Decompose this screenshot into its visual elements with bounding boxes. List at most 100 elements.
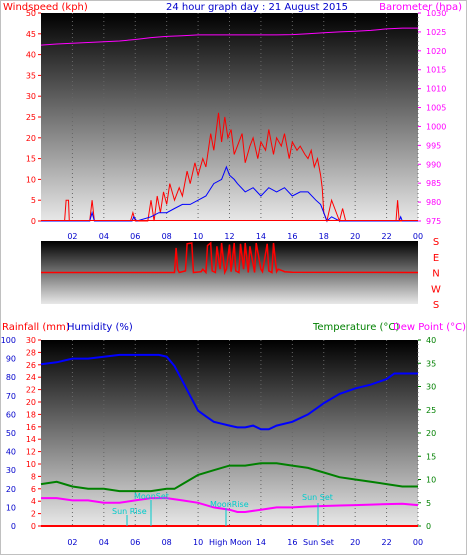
wind-x-tick-label: 08 [162,232,172,241]
direction-series-layer [41,241,419,276]
humidity-tick-label: 20 [6,485,16,494]
barometer-line [40,27,418,46]
wind-direction-line [41,241,419,276]
temp-x-tick-label: 22 [381,538,391,547]
humidity-tick-label: 80 [6,373,16,382]
humidity-line [40,353,418,431]
temperature-tick-label: 20 [426,429,436,438]
wind-x-tick-label: 00 [413,232,423,241]
barometer-tick-label: 1010 [426,85,446,94]
rainfall-tick-label: 0 [31,522,36,531]
rainfall-tick-label: 16 [26,423,36,432]
humidity-axis-label: Humidity (%) [67,322,133,333]
rainfall-tick-label: 26 [26,361,36,370]
dewpoint-axis-label: Dew Point (°C) [393,322,466,333]
windspeed-tick-label: 15 [26,155,36,164]
chart-title: 24 hour graph day : 21 August 2015 [166,2,348,13]
moonrise-annotation: MoonRise [210,500,249,509]
wind-x-tick-label: 16 [287,232,297,241]
rainfall-tick-label: 10 [26,460,36,469]
temp-x-tick-label: 20 [350,538,360,547]
windspeed-tick-label: 5 [31,196,36,205]
wind-x-tick-label: 04 [99,232,109,241]
humidity-tick-label: 50 [6,429,16,438]
dewpoint-line [41,497,419,513]
windspeed-tick-label: 50 [26,9,36,18]
rainfall-tick-label: 24 [26,373,36,382]
temperature-tick-label: 30 [426,383,436,392]
moonset-annotation: MoonSet [134,492,169,501]
humidity-tick-label: 10 [6,503,16,512]
temperature-tick-label: 40 [426,336,436,345]
rainfall-tick-label: 22 [26,386,36,395]
temperature-tick-label: 5 [426,499,431,508]
temp-x-tick-label: 00 [413,538,423,547]
wind-x-tick-label: 14 [256,232,266,241]
windspeed-tick-label: 10 [26,175,36,184]
humidity-tick-label: 0 [11,522,16,531]
wind-x-tick-label: 06 [130,232,140,241]
humidity-tick-label: 100 [1,336,16,345]
temperature-line [40,462,418,493]
windspeed-tick-label: 40 [26,51,36,60]
rainfall-axis-label: Rainfall (mm) [2,322,70,333]
temp-x-tick-label: 08 [162,538,172,547]
temp-series-layer [40,353,419,527]
windspeed-tick-label: 25 [26,113,36,122]
direction-tick-label: S [433,237,439,248]
temp-x-tick-label: 10 [193,538,203,547]
humidity-tick-label: 90 [6,355,16,364]
rainfall-tick-label: 12 [26,448,36,457]
wind-grid [71,13,419,221]
avg-wind-line [41,165,418,222]
sunset-annotation: Sun Set [302,493,333,502]
windspeed-tick-label: 20 [26,134,36,143]
temp-axes: 0102030405060708090100024681012141618202… [1,336,436,547]
temperature-tick-label: 35 [426,359,436,368]
wind-x-tick-label: 12 [224,232,234,241]
windspeed-tick-label: 35 [26,71,36,80]
rainfall-tick-label: 6 [31,485,36,494]
barometer-tick-label: 985 [426,179,441,188]
barometer-tick-label: 995 [426,141,441,150]
windspeed-axis-label: Windspeed (kph) [3,2,88,13]
temp-x-tick-label: 14 [256,538,266,547]
temperature-tick-label: 0 [426,522,431,531]
barometer-tick-label: 1025 [426,28,446,37]
barometer-tick-label: 1015 [426,66,446,75]
temp-grid [71,340,419,526]
direction-tick-label: N [432,269,439,280]
barometer-axis-label: Barometer (hpa) [379,2,462,13]
wind-axes: 0510152025303540455097598098599099510001… [26,9,447,241]
wind-x-tick-label: 20 [350,232,360,241]
temperature-tick-label: 25 [426,406,436,415]
temp-x-tick-label: 04 [99,538,109,547]
barometer-tick-label: 1000 [426,122,446,131]
sunset-tick-label: Sun Set [303,538,334,547]
windspeed-tick-label: 45 [26,30,36,39]
barometer-tick-label: 1005 [426,104,446,113]
temperature-axis-label: Temperature (°C) [312,322,399,333]
rainfall-tick-label: 4 [31,497,36,506]
temp-x-tick-label: 06 [130,538,140,547]
wind-x-tick-label: 22 [381,232,391,241]
temperature-tick-label: 10 [426,476,436,485]
humidity-tick-label: 70 [6,392,16,401]
wind-x-tick-label: 18 [319,232,329,241]
temp-x-tick-label: 02 [67,538,77,547]
barometer-tick-label: 1020 [426,47,446,56]
temperature-tick-label: 15 [426,452,436,461]
rainfall-tick-label: 20 [26,398,36,407]
direction-tick-label: W [431,284,441,295]
humidity-tick-label: 40 [6,448,16,457]
direction-tick-label: S [433,300,439,311]
sunrise-annotation: Sun Rise [112,507,147,516]
humidity-tick-label: 30 [6,466,16,475]
wind-series-layer [40,27,418,223]
direction-tick-label: E [433,253,439,264]
wind-x-tick-label: 02 [67,232,77,241]
rainfall-tick-label: 18 [26,410,36,419]
rainfall-tick-label: 28 [26,348,36,357]
